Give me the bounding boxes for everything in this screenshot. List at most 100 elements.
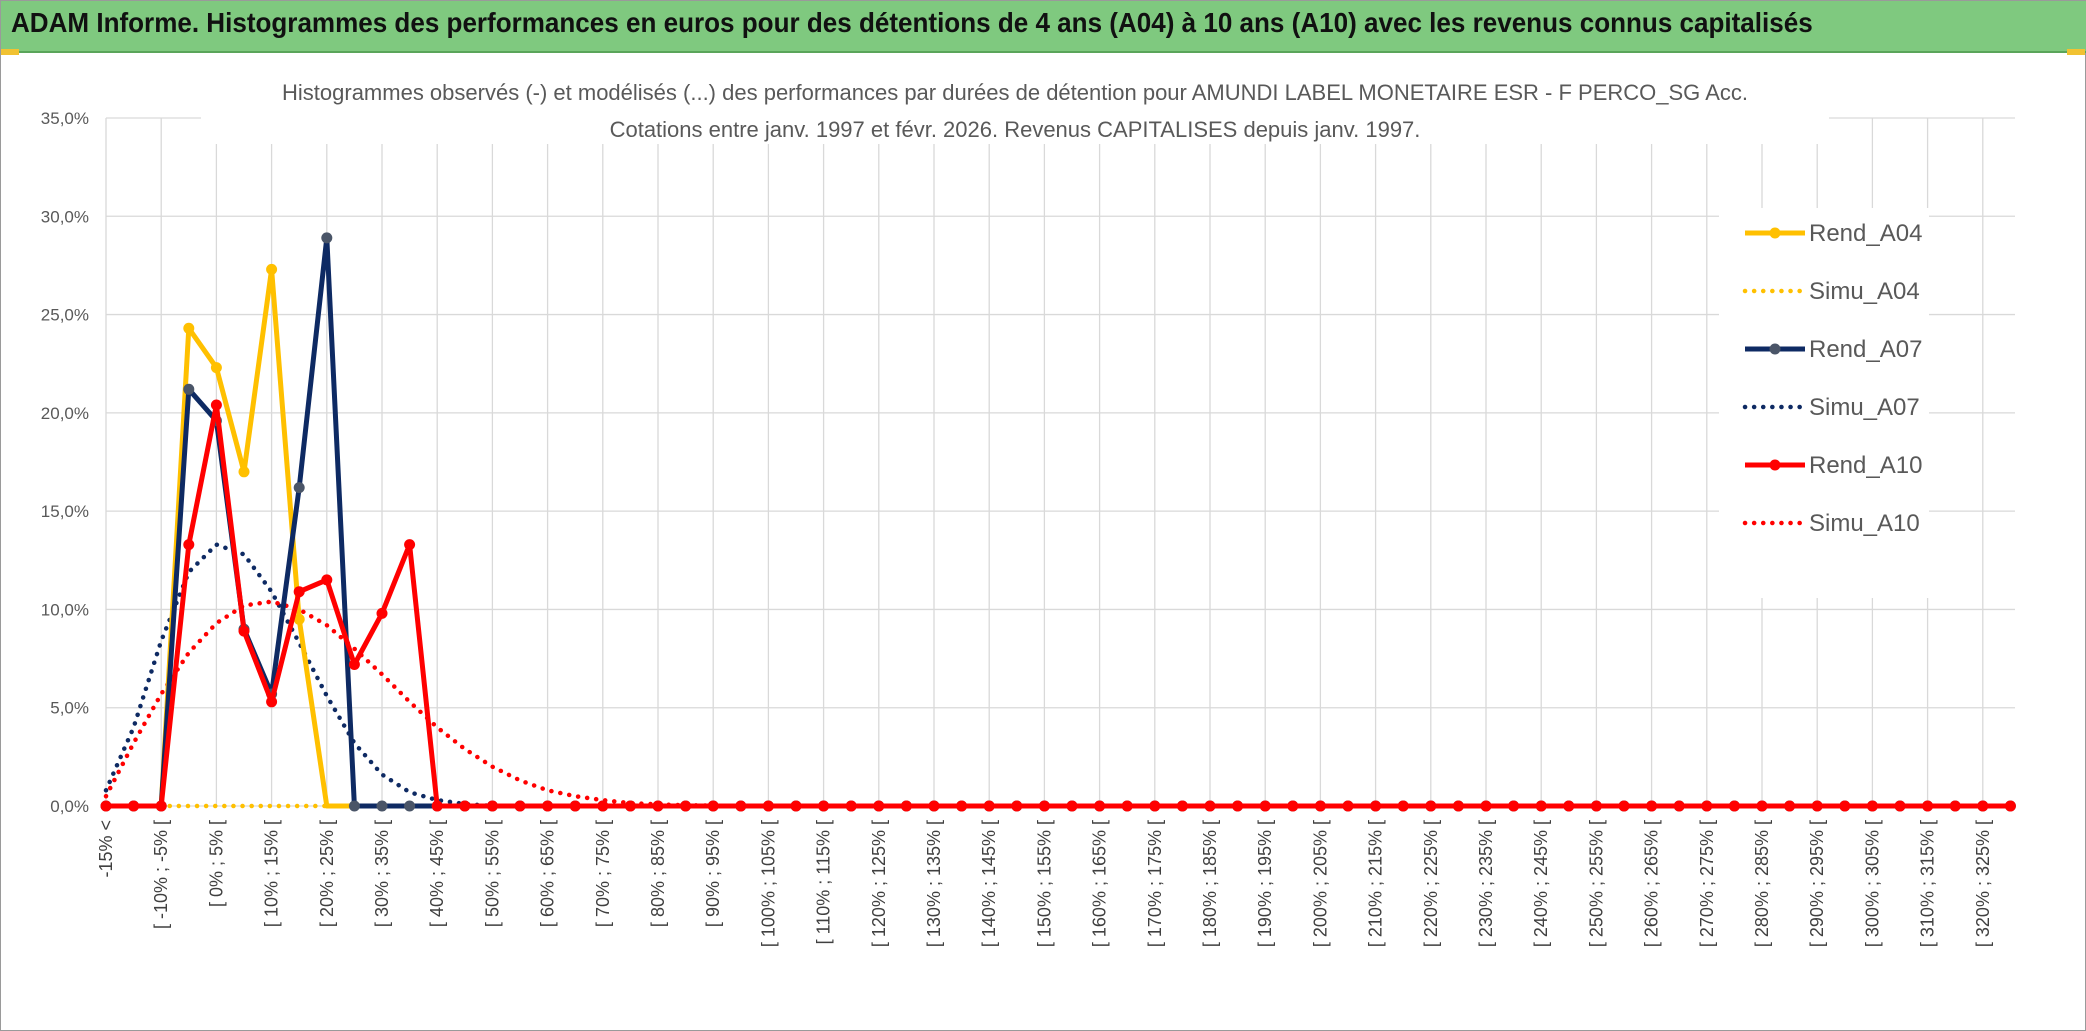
data-point [404, 800, 416, 812]
x-tick-label: [ 60% ; 65% [ [538, 820, 558, 927]
x-tick-label: [ 220% ; 225% [ [1421, 820, 1441, 947]
data-point [1922, 800, 1934, 812]
y-tick-label: 35,0% [41, 109, 89, 128]
x-tick-label: [ 40% ; 45% [ [427, 820, 447, 927]
data-point [1480, 800, 1492, 812]
data-point [1756, 800, 1768, 812]
legend-label: Simu_A10 [1809, 510, 1920, 537]
x-tick-label: [ 230% ; 235% [ [1476, 820, 1496, 947]
series-line-rend-a10 [106, 402, 2011, 809]
x-tick-label: [ 160% ; 165% [ [1090, 820, 1110, 947]
data-point [238, 625, 250, 637]
data-point [348, 800, 360, 812]
data-point [762, 800, 774, 812]
x-tick-label: [ 300% ; 305% [ [1862, 820, 1882, 947]
series-layer [100, 232, 2016, 812]
data-point [1287, 800, 1299, 812]
data-point [210, 362, 222, 374]
y-tick-label: 15,0% [41, 502, 89, 521]
x-tick-label: [ 290% ; 295% [ [1807, 820, 1827, 947]
x-tick-label: [ 20% ; 25% [ [317, 820, 337, 927]
data-point [1011, 800, 1023, 812]
data-point [238, 466, 250, 478]
data-point [1397, 800, 1409, 812]
corner-accent-left [1, 49, 19, 55]
y-tick-label: 10,0% [41, 600, 89, 619]
data-point [1370, 800, 1382, 812]
x-tick-label: [ 180% ; 185% [ [1200, 820, 1220, 947]
data-point [1618, 800, 1630, 812]
data-point [597, 800, 609, 812]
y-axis: 0,0% 5,0% 10,0% 15,0% 20,0% 25,0% 30,0% 35,0% [41, 109, 89, 816]
data-point [1701, 800, 1713, 812]
data-point [183, 383, 195, 395]
data-point [1784, 800, 1796, 812]
x-tick-label: [ 200% ; 205% [ [1310, 820, 1330, 947]
data-point [1590, 800, 1602, 812]
x-tick-label: [ 80% ; 85% [ [648, 820, 668, 927]
legend-label: Rend_A04 [1809, 220, 1922, 247]
y-tick-label: 0,0% [50, 797, 89, 816]
data-point [431, 800, 443, 812]
data-point [486, 800, 498, 812]
data-point [983, 800, 995, 812]
data-point [293, 613, 305, 625]
legend-label: Rend_A10 [1809, 452, 1922, 479]
x-tick-label: [ 210% ; 215% [ [1366, 820, 1386, 947]
legend-label: Simu_A04 [1809, 278, 1920, 305]
data-point [100, 800, 112, 812]
data-point [1866, 800, 1878, 812]
data-point [183, 322, 195, 334]
data-point [790, 800, 802, 812]
data-point [293, 482, 305, 494]
data-point [1149, 800, 1161, 812]
data-point [1094, 800, 1106, 812]
x-tick-label: [ 120% ; 125% [ [869, 820, 889, 947]
data-point [210, 399, 222, 411]
x-tick-label: [ 320% ; 325% [ [1973, 820, 1993, 947]
x-axis: -15% < [ -10% ; -5% [[ 0% ; 5% [[ 10% ; 1… [96, 820, 1993, 947]
data-point [569, 800, 581, 812]
data-point [652, 800, 664, 812]
x-tick-label: [ 170% ; 175% [ [1145, 820, 1165, 947]
x-tick-label: [ 270% ; 275% [ [1697, 820, 1717, 947]
data-point [1728, 800, 1740, 812]
legend-label: Simu_A07 [1809, 394, 1920, 421]
data-point [1949, 800, 1961, 812]
data-point [1259, 800, 1271, 812]
x-tick-label: -15% < [96, 820, 116, 878]
data-point [956, 800, 968, 812]
data-point [404, 539, 416, 551]
data-point [845, 800, 857, 812]
data-point [2004, 800, 2016, 812]
x-tick-label: [ 310% ; 315% [ [1918, 820, 1938, 947]
data-point [873, 800, 885, 812]
x-tick-label: [ 100% ; 105% [ [758, 820, 778, 947]
data-point [1232, 800, 1244, 812]
data-point [707, 800, 719, 812]
data-point [928, 800, 940, 812]
data-point [1535, 800, 1547, 812]
corner-accent-right [2067, 49, 2085, 55]
x-tick-label: [ 70% ; 75% [ [593, 820, 613, 927]
data-point [266, 696, 278, 708]
data-point [1204, 800, 1216, 812]
data-point [1646, 800, 1658, 812]
data-point [348, 659, 360, 670]
series-line-simu-a10 [103, 599, 2013, 809]
data-point [128, 800, 140, 812]
x-tick-label: [ 90% ; 95% [ [703, 820, 723, 927]
legend-background [1719, 208, 1929, 598]
y-tick-label: 20,0% [41, 404, 89, 423]
x-tick-label: [ 260% ; 265% [ [1642, 820, 1662, 947]
report-title: ADAM Informe. Histogrammes des performan… [11, 7, 1813, 38]
legend-marker [1769, 227, 1781, 239]
x-tick-label: [ 190% ; 195% [ [1255, 820, 1275, 947]
data-point [1121, 800, 1133, 812]
x-tick-label: [ 240% ; 245% [ [1531, 820, 1551, 947]
legend: Rend_A04 Simu_A04 Rend_A07 Simu_A07 Rend_A10… [1719, 208, 1929, 598]
data-point [321, 574, 333, 586]
data-point [1811, 800, 1823, 812]
data-point [624, 800, 636, 812]
